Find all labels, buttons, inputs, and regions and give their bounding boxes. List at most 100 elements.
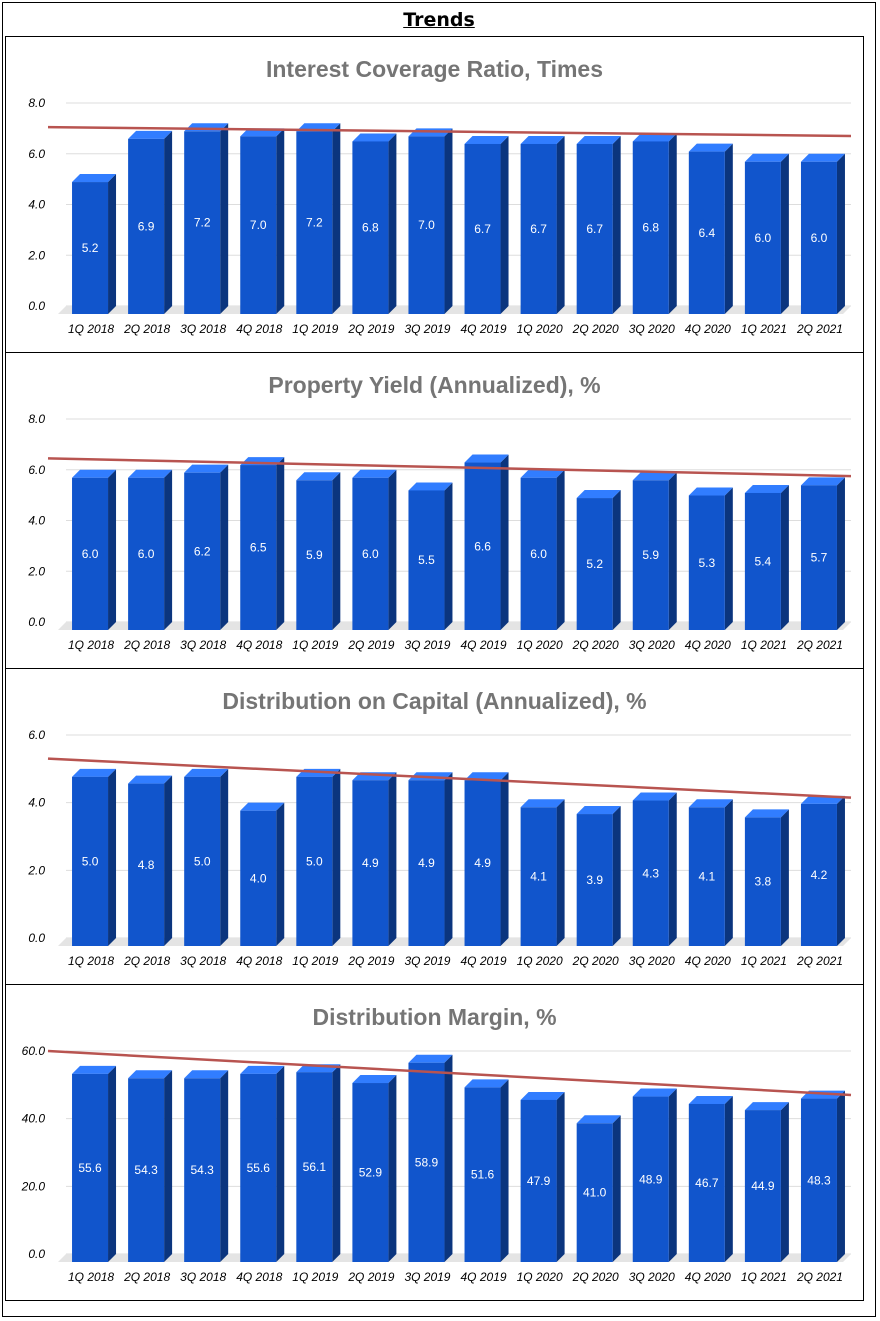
bar-top [128, 130, 173, 139]
data-label: 3.9 [586, 873, 603, 887]
bar-top [352, 1075, 397, 1084]
bar-side [612, 490, 621, 630]
chart-panel-interest-coverage: Interest Coverage Ratio, Times 0.0 2.0 4.0 6… [5, 36, 864, 353]
bar-group: 55.6 [72, 1065, 117, 1262]
x-tick-label: 4Q 2018 [236, 322, 282, 336]
chart-panel-distribution-on-capital: Distribution on Capital (Annualized), % 0… [5, 668, 864, 985]
x-tick-label: 3Q 2020 [629, 638, 675, 652]
bar-side [108, 469, 117, 630]
bar [352, 141, 389, 314]
bar-group: 7.0 [240, 128, 285, 314]
y-tick-label: 2.0 [27, 564, 45, 578]
x-tick-label: 4Q 2019 [461, 954, 507, 968]
bar-group: 6.0 [72, 469, 117, 630]
bar-group: 4.1 [688, 799, 733, 946]
x-tick-label: 2Q 2021 [796, 1270, 843, 1284]
bar-group: 6.4 [688, 143, 733, 314]
x-tick-label: 2Q 2019 [347, 954, 394, 968]
data-label: 4.9 [362, 856, 379, 870]
x-tick-label: 2Q 2019 [347, 1270, 394, 1284]
data-label: 5.0 [82, 854, 99, 868]
bar-side [164, 469, 173, 630]
data-label: 5.2 [586, 557, 603, 571]
x-tick-label: 4Q 2020 [685, 954, 731, 968]
chart-interest-coverage: Interest Coverage Ratio, Times 0.0 2.0 4.0 6… [27, 56, 852, 336]
data-label: 6.5 [250, 541, 267, 555]
x-tick-label: 2Q 2018 [123, 954, 170, 968]
bar [520, 807, 557, 946]
bar-group: 5.2 [576, 490, 621, 630]
x-tick-label: 1Q 2019 [292, 638, 338, 652]
bar [72, 182, 109, 314]
bar [184, 131, 221, 314]
bar [688, 1103, 725, 1262]
bar-top [576, 806, 621, 815]
bar-group: 44.9 [744, 1102, 789, 1262]
x-tick-label: 4Q 2020 [685, 638, 731, 652]
data-label: 6.7 [586, 222, 603, 236]
bar [352, 477, 389, 630]
bar-group: 4.1 [520, 799, 565, 946]
bar-side [276, 802, 285, 946]
y-tick-label: 6.0 [28, 147, 45, 161]
bar-top [128, 1070, 173, 1079]
bar-side [276, 128, 285, 314]
bar-top [352, 133, 397, 142]
bar-side [500, 1079, 509, 1262]
bar [184, 472, 221, 630]
data-label: 48.3 [807, 1173, 831, 1187]
bar-side [276, 1065, 285, 1262]
bar-group: 48.3 [800, 1090, 845, 1262]
bar-top [72, 174, 117, 183]
bar-group: 4.9 [352, 772, 397, 946]
x-tick-label: 2Q 2020 [572, 638, 619, 652]
bar-top [576, 135, 621, 144]
x-tick-label: 1Q 2018 [68, 638, 114, 652]
data-label: 4.1 [530, 870, 547, 884]
bar-group: 46.7 [688, 1095, 733, 1262]
bar-side [332, 472, 341, 630]
bar-group: 6.8 [632, 133, 677, 314]
chart-title: Property Yield (Annualized), % [268, 372, 600, 398]
bar-group: 5.3 [688, 487, 733, 630]
bar-side [668, 792, 677, 946]
x-tick-label: 3Q 2019 [404, 638, 450, 652]
data-label: 6.6 [474, 539, 491, 553]
data-label: 6.0 [138, 547, 155, 561]
bar-group: 4.8 [128, 775, 173, 946]
data-label: 6.0 [530, 547, 547, 561]
bar-group: 41.0 [576, 1115, 621, 1262]
bar [408, 780, 445, 946]
bar [128, 477, 165, 630]
bar-top [72, 469, 117, 478]
bar [576, 814, 613, 946]
bar-group: 5.9 [632, 472, 677, 630]
bar-top [688, 799, 733, 808]
bar [688, 807, 725, 946]
y-tick-label: 0.0 [28, 931, 45, 945]
bar-side [220, 123, 229, 314]
bar-side [332, 123, 341, 314]
data-label: 5.2 [82, 241, 99, 255]
bar-group: 5.9 [296, 472, 341, 630]
bar-group: 4.3 [632, 792, 677, 946]
data-label: 6.7 [474, 222, 491, 236]
bar-group: 5.0 [184, 768, 229, 946]
bar-side [556, 469, 565, 630]
bar-side [444, 482, 453, 630]
x-tick-label: 4Q 2019 [461, 1270, 507, 1284]
bar-top [184, 768, 229, 777]
bar-group: 6.7 [464, 135, 509, 314]
y-tick-label: 8.0 [28, 96, 45, 110]
bar-group: 5.0 [296, 768, 341, 946]
data-label: 51.6 [471, 1168, 495, 1182]
y-tick-label: 2.0 [27, 248, 45, 262]
bar-group: 6.2 [184, 464, 229, 630]
bar [800, 485, 837, 630]
bar-top [688, 1095, 733, 1104]
bar-side [500, 772, 509, 946]
x-tick-label: 2Q 2020 [572, 322, 619, 336]
bar-side [724, 487, 733, 630]
data-label: 6.0 [755, 231, 772, 245]
data-label: 52.9 [359, 1166, 383, 1180]
